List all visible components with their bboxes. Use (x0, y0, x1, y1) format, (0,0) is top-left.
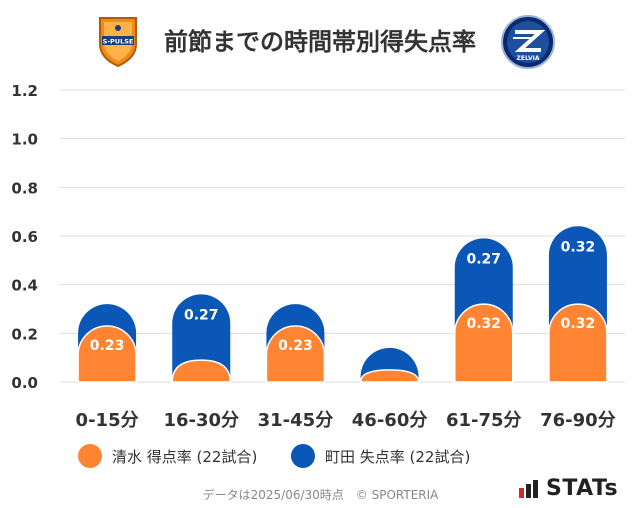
machida-crest-icon: ZELVIA (501, 15, 555, 69)
data-label-away: 0.32 (561, 239, 596, 255)
bar-home (548, 303, 608, 383)
legend-item-away: 町田 失点率 (22試合) (291, 444, 470, 468)
y-tick-label: 1.0 (11, 131, 38, 149)
legend-swatch-home (78, 444, 102, 468)
bar-home (77, 325, 137, 383)
bar-home (454, 303, 514, 383)
stats-logo: STATs (518, 476, 618, 501)
y-tick-label: 1.2 (11, 82, 38, 100)
y-tick-label: 0.6 (11, 228, 38, 246)
shimizu-crest-icon: S-PULSE (99, 17, 137, 68)
footer-source: データは2025/06/30時点 © SPORTERIA (202, 488, 439, 502)
legend-swatch-away (291, 444, 315, 468)
x-tick-label: 61-75分 (446, 410, 522, 431)
y-tick-label: 0.0 (11, 374, 38, 392)
legend: 清水 得点率 (22試合) 町田 失点率 (22試合) (0, 444, 641, 480)
machida-crest-text: ZELVIA (517, 55, 540, 62)
y-tick-label: 0.2 (11, 325, 38, 343)
data-label-home: 0.23 (90, 338, 125, 354)
y-tick-label: 0.8 (11, 179, 38, 197)
stats-brand: STATs (546, 476, 619, 501)
header: S-PULSE 前節までの時間帯別得失点率 ZELVIA (0, 0, 641, 84)
stats-bars-icon (519, 479, 538, 498)
legend-label-away: 町田 失点率 (22試合) (325, 447, 471, 466)
bar-away (172, 294, 231, 382)
x-tick-label: 76-90分 (540, 410, 616, 431)
bar-home (359, 369, 420, 383)
chart-title: 前節までの時間帯別得失点率 (164, 28, 476, 56)
x-tick-label: 31-45分 (258, 410, 334, 431)
legend-label-home: 清水 得点率 (22試合) (112, 447, 258, 466)
chart: 0.0 0.2 0.4 0.6 0.8 1.0 1.2 0.23 0-15分 0.27 16-30分… (11, 82, 625, 431)
x-tick-label: 0-15分 (76, 410, 139, 431)
data-label-away: 0.27 (466, 251, 501, 267)
data-label-home: 0.23 (278, 338, 313, 354)
data-label-home: 0.32 (466, 316, 501, 332)
x-tick-label: 46-60分 (352, 410, 428, 431)
bar-home (171, 359, 232, 383)
y-tick-label: 0.4 (11, 277, 38, 295)
x-tick-label: 16-30分 (163, 410, 239, 431)
data-label-away: 0.27 (184, 307, 219, 323)
data-label-home: 0.32 (561, 316, 596, 332)
shimizu-crest-text: S-PULSE (103, 38, 134, 46)
bar-home (265, 325, 326, 383)
legend-item-home: 清水 得点率 (22試合) (78, 444, 257, 468)
